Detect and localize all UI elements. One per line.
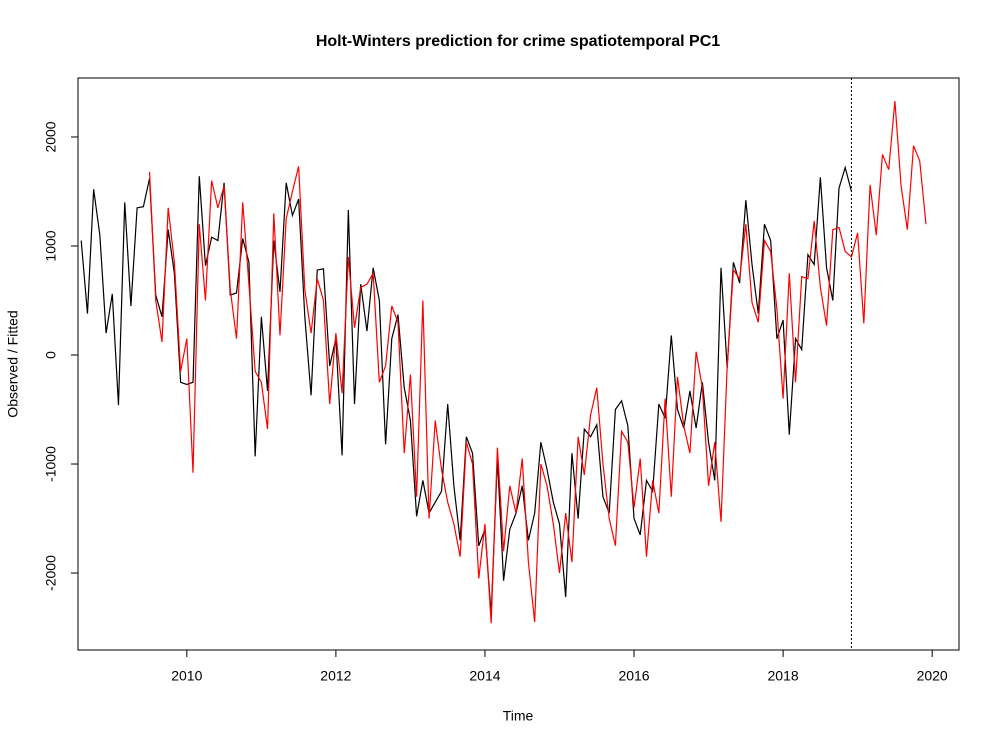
x-tick-label: 2020 — [917, 668, 948, 684]
chart-title: Holt-Winters prediction for crime spatio… — [316, 33, 720, 50]
x-tick-label: 2018 — [768, 668, 799, 684]
x-tick-label: 2014 — [469, 668, 500, 684]
y-axis-label: Observed / Fitted — [5, 310, 21, 417]
x-tick-label: 2010 — [171, 668, 202, 684]
x-tick-label: 2016 — [618, 668, 649, 684]
y-tick-label: 1000 — [43, 230, 59, 261]
series-line — [80, 165, 853, 615]
x-axis-label: Time — [503, 708, 534, 724]
y-tick-label: 2000 — [43, 121, 59, 152]
plot-frame — [77, 77, 960, 651]
y-tick-label: -2000 — [43, 555, 59, 591]
y-tick-label: 0 — [43, 351, 59, 359]
plot-area — [80, 78, 927, 650]
x-tick-label: 2012 — [320, 668, 351, 684]
series-line — [148, 100, 927, 624]
y-tick-label: -1000 — [43, 446, 59, 482]
